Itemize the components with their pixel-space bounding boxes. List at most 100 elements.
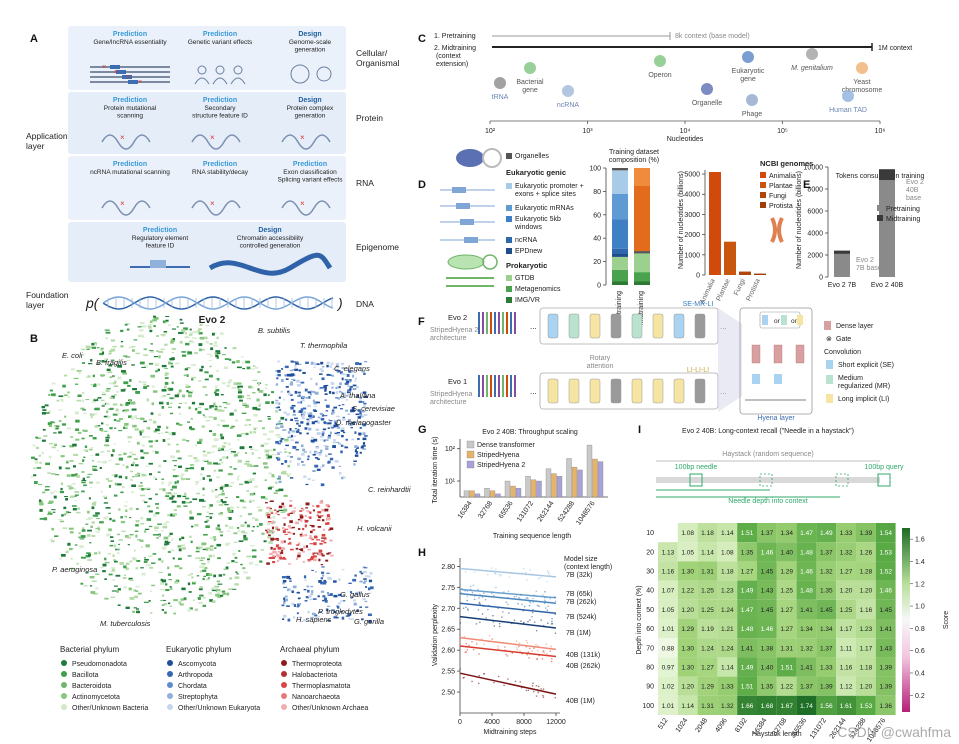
umap-point-eukaryota: [313, 402, 317, 405]
legend-item: Thermoplasmatota: [292, 683, 350, 690]
legend-item: Convolution: [824, 349, 861, 356]
comp-bar-segment: [634, 272, 650, 282]
umap-point-eukaryota: [312, 441, 315, 444]
umap-point-bacteria: [173, 492, 178, 495]
umap-point-bacteria: [140, 567, 144, 569]
umap-point-eukaryota: [276, 377, 279, 380]
umap-point-archaea: [325, 503, 330, 507]
legend-item: Midtraining: [886, 216, 920, 223]
h-point: [466, 599, 469, 602]
umap-point-bacteria: [49, 538, 54, 540]
umap-point-bacteria: [154, 317, 159, 320]
h-point: [479, 603, 481, 605]
umap-point-bacteria: [155, 451, 159, 454]
application-row-box: [68, 222, 346, 282]
umap-point-bacteria: [131, 346, 136, 348]
umap-point-eukaryota: [333, 616, 338, 619]
comp-bar-segment: [612, 193, 628, 220]
umap-point-eukaryota: [278, 396, 281, 399]
umap-point-eukaryota: [363, 571, 367, 574]
umap-point-bacteria: [75, 411, 79, 415]
heatmap-value: 1.23: [721, 588, 734, 595]
heatmap-value: 1.51: [780, 665, 793, 672]
umap-point-bacteria: [217, 447, 222, 451]
heatmap-cell: [836, 523, 856, 543]
umap-point-archaea: [277, 514, 280, 516]
h-point: [532, 608, 534, 611]
umap-point-archaea: [320, 563, 324, 566]
umap-point-bacteria: [113, 385, 119, 387]
umap-point-eukaryota: [342, 416, 345, 419]
umap-point-bacteria: [271, 453, 277, 456]
umap-point-bacteria: [109, 517, 112, 521]
umap-point-bacteria: [155, 512, 160, 515]
h-point: [472, 584, 475, 587]
umap-point-bacteria: [278, 488, 284, 492]
umap-point-bacteria: [94, 343, 97, 346]
umap-point-bacteria: [164, 611, 167, 614]
umap-point-bacteria: [160, 599, 164, 602]
heatmap-value: 1.43: [879, 645, 892, 652]
umap-point-bacteria: [236, 496, 240, 499]
umap-point-eukaryota: [307, 404, 311, 408]
umap-point-bacteria: [177, 545, 182, 548]
umap-point-bacteria: [89, 575, 95, 579]
item-text: Exon classification Splicing variant effe…: [278, 169, 344, 184]
umap-point-bacteria: [51, 527, 55, 531]
h-point: [495, 586, 497, 589]
umap-point-bacteria: [222, 592, 227, 595]
umap-point-eukaryota: [298, 616, 302, 619]
heatmap-cell: [697, 657, 718, 677]
umap-point-bacteria: [241, 412, 247, 414]
umap-point-bacteria: [205, 340, 209, 344]
umap-point-bacteria: [177, 494, 182, 498]
umap-point-bacteria: [133, 339, 138, 341]
legend-item: EPDnew: [515, 248, 543, 255]
umap-point-bacteria: [87, 363, 93, 365]
umap-point-bacteria: [148, 510, 153, 513]
umap-point-eukaryota: [320, 417, 325, 421]
umap-point-bacteria: [129, 379, 132, 382]
umap-point-bacteria: [124, 409, 130, 412]
umap-point-bacteria: [170, 402, 173, 404]
umap-point-archaea: [293, 507, 296, 509]
legend-item: Other/Unknown Bacteria: [72, 705, 148, 712]
panel-a: ACellular/OrganismalPredictionGene/lncRN…: [26, 26, 400, 326]
umap-point-bacteria: [123, 381, 129, 385]
umap-point-bacteria: [111, 590, 117, 592]
umap-point-bacteria: [202, 385, 207, 389]
h-point: [546, 580, 549, 583]
heatmap-value: 1.49: [820, 530, 833, 537]
heatmap-value: 1.52: [879, 569, 892, 576]
umap-point-eukaryota: [331, 409, 335, 412]
umap-point-eukaryota: [309, 412, 312, 415]
umap-point-bacteria: [148, 600, 151, 602]
heatmap-cell: [677, 580, 698, 600]
umap-point-bacteria: [108, 382, 113, 385]
umap-point-bacteria: [105, 436, 110, 439]
h-point: [504, 646, 506, 648]
umap-point-bacteria: [78, 536, 81, 538]
legend-title: Eukaryotic phylum: [166, 645, 232, 654]
umap-point-bacteria: [176, 505, 181, 508]
umap-point-bacteria: [47, 422, 50, 426]
umap-point-bacteria: [115, 574, 121, 577]
umap-point-bacteria: [183, 327, 188, 331]
umap-point-eukaryota: [290, 381, 293, 385]
umap-point-bacteria: [83, 412, 87, 415]
heatmap-value: 1.40: [780, 549, 793, 556]
umap-point-bacteria: [107, 371, 113, 373]
umap-point-eukaryota: [362, 566, 366, 568]
umap-point-bacteria: [97, 528, 101, 531]
umap-point-bacteria: [194, 444, 198, 447]
umap-point-bacteria: [58, 409, 63, 411]
umap-point-bacteria: [106, 368, 111, 371]
umap-point-bacteria: [123, 355, 128, 357]
umap-point-bacteria: [123, 505, 128, 508]
umap-point-bacteria: [129, 478, 134, 482]
h-point: [461, 587, 463, 590]
umap-point-archaea: [302, 527, 305, 531]
umap-point-bacteria: [93, 398, 97, 401]
heatmap-cell: [856, 657, 876, 677]
umap-point-archaea: [309, 530, 313, 534]
